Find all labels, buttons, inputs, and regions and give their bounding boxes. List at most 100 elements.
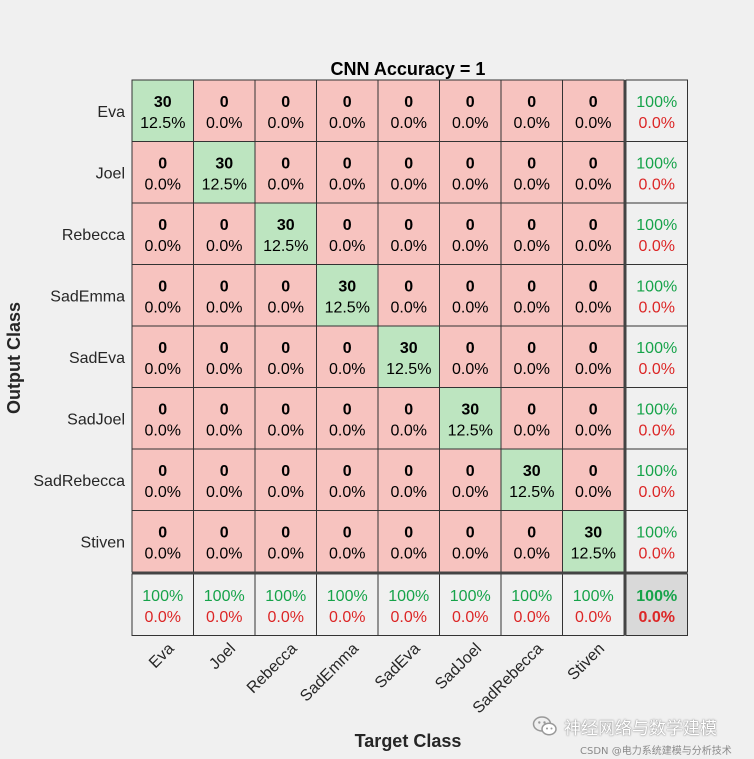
col-class-label: Joel xyxy=(206,640,239,673)
matrix-cell xyxy=(131,448,194,511)
matrix-cell xyxy=(254,448,317,511)
cell-percent-label: 0.0% xyxy=(452,177,488,194)
matrix-cell xyxy=(377,510,440,573)
row-class-label: Rebecca xyxy=(62,227,125,244)
cell-count-label: 0 xyxy=(527,217,536,234)
cell-percent-label: 0.0% xyxy=(452,361,488,378)
matrix-cell xyxy=(439,448,502,511)
matrix-cell xyxy=(193,202,256,265)
watermark-text: 神经网络与数学建模 xyxy=(564,718,717,739)
cell-percent-label: 0.0% xyxy=(391,238,427,255)
matrix-cell xyxy=(377,448,440,511)
x-axis-title: Target Class xyxy=(355,731,462,751)
col-summary-wrong: 0.0% xyxy=(514,609,550,626)
matrix-cell xyxy=(439,202,502,265)
matrix-cell xyxy=(316,264,379,327)
cell-percent-label: 0.0% xyxy=(575,177,611,194)
cell-percent-label: 0.0% xyxy=(329,546,365,563)
cell-percent-label: 0.0% xyxy=(514,177,550,194)
matrix-cell xyxy=(377,264,440,327)
cell-count-label: 0 xyxy=(158,156,167,173)
cell-count-label: 0 xyxy=(343,340,352,357)
cell-percent-label: 0.0% xyxy=(391,177,427,194)
cell-percent-label: 0.0% xyxy=(145,300,181,317)
cell-percent-label: 0.0% xyxy=(268,177,304,194)
cell-percent-label: 0.0% xyxy=(206,484,242,501)
watermark-subtext: CSDN @电力系统建模与分析技术 xyxy=(580,746,732,757)
matrix-cell xyxy=(316,141,379,204)
col-summary-correct: 100% xyxy=(204,588,245,605)
matrix-cell xyxy=(377,325,440,388)
cell-percent-label: 0.0% xyxy=(206,546,242,563)
cell-count-label: 30 xyxy=(215,156,233,173)
cell-count-label: 0 xyxy=(281,402,290,419)
col-summary-cell xyxy=(316,573,379,636)
row-class-label: Joel xyxy=(96,165,125,182)
cell-count-label: 30 xyxy=(338,279,356,296)
row-summary-cell xyxy=(625,141,688,204)
col-class-label: Rebecca xyxy=(244,640,301,697)
cell-percent-label: 0.0% xyxy=(268,546,304,563)
cell-percent-label: 0.0% xyxy=(391,115,427,132)
row-class-label: SadJoel xyxy=(67,411,125,428)
row-summary-correct: 100% xyxy=(636,94,677,111)
cell-percent-label: 0.0% xyxy=(268,300,304,317)
cell-count-label: 30 xyxy=(584,525,602,542)
cell-count-label: 0 xyxy=(466,525,475,542)
cell-count-label: 0 xyxy=(158,463,167,480)
matrix-cell xyxy=(439,141,502,204)
cell-count-label: 0 xyxy=(343,463,352,480)
cell-percent-label: 0.0% xyxy=(514,238,550,255)
cell-count-label: 0 xyxy=(220,279,229,296)
cell-count-label: 0 xyxy=(589,402,598,419)
cell-count-label: 0 xyxy=(527,525,536,542)
cell-percent-label: 0.0% xyxy=(391,300,427,317)
cell-count-label: 30 xyxy=(400,340,418,357)
row-class-label: SadEva xyxy=(69,350,125,367)
row-summary-wrong: 0.0% xyxy=(639,115,675,132)
wechat-icon xyxy=(532,716,557,736)
row-summary-wrong: 0.0% xyxy=(639,423,675,440)
cell-percent-label: 0.0% xyxy=(514,546,550,563)
row-class-label: Stiven xyxy=(81,534,125,551)
matrix-cell xyxy=(254,387,317,450)
col-class-label: SadEva xyxy=(372,640,424,692)
col-summary-correct: 100% xyxy=(388,588,429,605)
col-summary-wrong: 0.0% xyxy=(391,609,427,626)
matrix-cell xyxy=(131,79,194,142)
col-summary-wrong: 0.0% xyxy=(268,609,304,626)
row-summary-wrong: 0.0% xyxy=(639,361,675,378)
cell-percent-label: 0.0% xyxy=(206,115,242,132)
row-summary-correct: 100% xyxy=(636,340,677,357)
cell-count-label: 0 xyxy=(220,94,229,111)
cell-count-label: 0 xyxy=(589,156,598,173)
cell-count-label: 0 xyxy=(527,156,536,173)
matrix-cell xyxy=(439,387,502,450)
matrix-cell xyxy=(131,264,194,327)
matrix-cell xyxy=(500,202,563,265)
cell-count-label: 0 xyxy=(404,279,413,296)
matrix-cell xyxy=(500,325,563,388)
matrix-cell xyxy=(193,448,256,511)
cell-count-label: 0 xyxy=(220,402,229,419)
cell-count-label: 0 xyxy=(281,525,290,542)
cell-percent-label: 0.0% xyxy=(514,361,550,378)
col-summary-cell xyxy=(254,573,317,636)
row-summary-correct: 100% xyxy=(636,217,677,234)
cell-count-label: 30 xyxy=(523,463,541,480)
cell-count-label: 0 xyxy=(220,525,229,542)
cell-count-label: 0 xyxy=(466,279,475,296)
cell-percent-label: 0.0% xyxy=(329,361,365,378)
col-summary-wrong: 0.0% xyxy=(329,609,365,626)
cell-count-label: 0 xyxy=(527,279,536,296)
row-class-label: Eva xyxy=(97,104,125,121)
cell-percent-label: 0.0% xyxy=(452,115,488,132)
cell-percent-label: 0.0% xyxy=(452,546,488,563)
cell-count-label: 0 xyxy=(158,402,167,419)
cell-count-label: 0 xyxy=(589,279,598,296)
col-class-label: SadJoel xyxy=(432,640,485,693)
watermark: 神经网络与数学建模 xyxy=(532,713,717,739)
cell-percent-label: 0.0% xyxy=(514,300,550,317)
cell-percent-label: 0.0% xyxy=(391,546,427,563)
